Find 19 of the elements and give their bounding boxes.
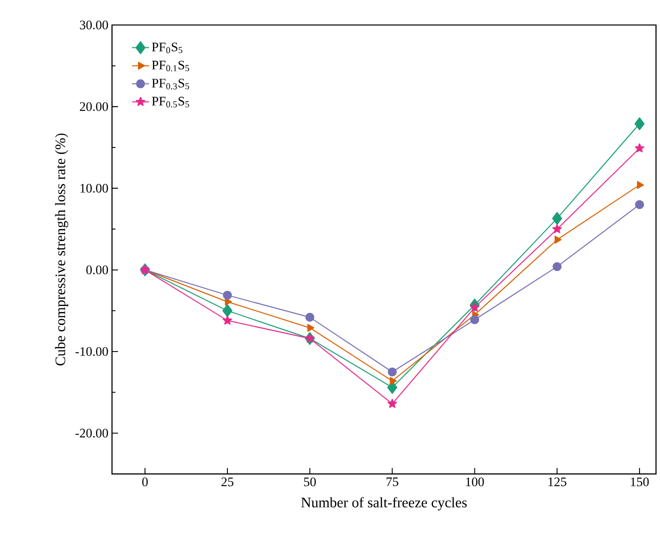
x-tick-label: 125 (548, 478, 566, 486)
x-tick-label: 150 (630, 478, 649, 486)
x-tick-label: 25 (221, 478, 234, 486)
y-tick-label: 30.00 (80, 20, 108, 30)
x-tick-label: 75 (386, 478, 398, 486)
y-tick-label: -10.00 (76, 347, 108, 356)
x-axis-title: Number of salt-freeze cycles (301, 497, 467, 510)
x-tick-label: 100 (466, 478, 484, 486)
y-tick-label: 0.00 (86, 266, 108, 274)
legend-label: PF$_{0.3}$S$_{5}$ (152, 78, 190, 90)
legend-label: PF$_{0.1}$S$_{5}$ (152, 60, 190, 72)
x-tick-label: 50 (304, 478, 316, 486)
x-tick-label: 0 (142, 478, 148, 486)
y-tick-label: -20.00 (76, 428, 108, 438)
y-axis-title: Cube compressive strength loss rate (%) (55, 134, 68, 366)
y-tick-label: 10.00 (80, 184, 108, 193)
legend-label: PF$_{0.5}$S$_{5}$ (152, 96, 190, 108)
y-tick-label: 20.00 (80, 102, 108, 112)
legend-label: PF$_{0}$S$_{5}$ (152, 42, 182, 54)
